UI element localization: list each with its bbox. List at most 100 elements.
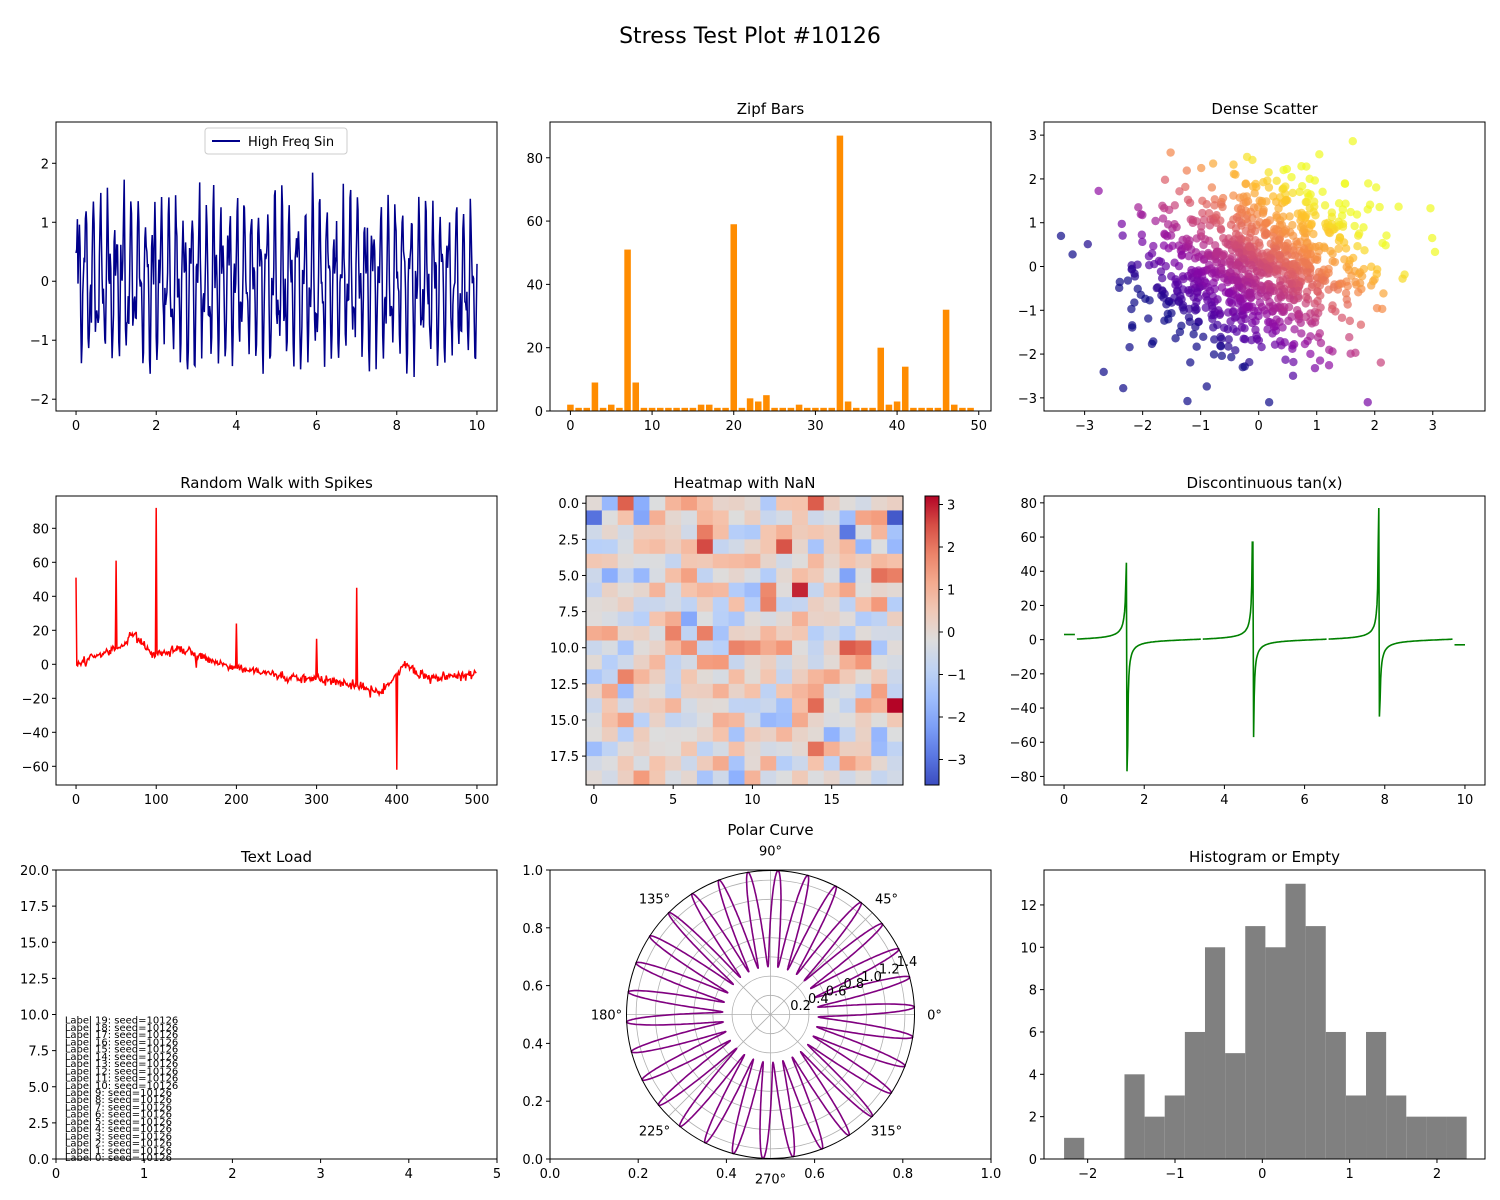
- heatmap-cell: [601, 669, 619, 685]
- scatter-point: [1083, 239, 1093, 249]
- heatmap-cell: [696, 640, 714, 656]
- polar-grid-spoke: [770, 1014, 873, 1117]
- x-tick-label: 5: [493, 1167, 501, 1182]
- heatmap-cell: [823, 524, 841, 540]
- scatter-point: [1318, 187, 1327, 197]
- heatmap-cell: [744, 640, 761, 656]
- heatmap-cell: [696, 539, 714, 555]
- heatmap-cell: [712, 568, 730, 584]
- heatmap-cell: [633, 611, 650, 627]
- scatter-point: [1329, 283, 1338, 292]
- scatter-point: [1294, 309, 1304, 319]
- scatter-point: [1315, 329, 1325, 338]
- heatmap-cell: [681, 669, 698, 685]
- heatmap-cell: [887, 669, 904, 685]
- scatter-point: [1305, 174, 1314, 184]
- heatmap-cell: [887, 597, 904, 613]
- heatmap-cell: [839, 524, 856, 540]
- heatmap-cell: [887, 539, 904, 555]
- scatter-point: [1313, 287, 1323, 296]
- heatmap-cell: [792, 741, 809, 757]
- polar-radial-label: 0.6: [826, 984, 847, 999]
- scatter-point: [1192, 217, 1201, 226]
- x-tick-label: 4: [1220, 793, 1228, 808]
- heatmap-cell: [665, 727, 682, 743]
- heatmap-cell: [617, 698, 635, 714]
- scatter-point: [1382, 231, 1391, 240]
- scatter-point: [1237, 208, 1247, 217]
- heatmap-cell: [601, 698, 619, 714]
- heatmap-cell: [696, 496, 714, 511]
- bar: [795, 404, 803, 411]
- x-tick-label: 0.0: [540, 1167, 561, 1182]
- scatter-point: [1256, 260, 1265, 270]
- heatmap-cell: [855, 582, 872, 598]
- panel-dense-scatter: −3 −2 −1 0 1 2 3 −3 −2 −1 0 1 2 3 Dense Scatter: [1018, 100, 1486, 434]
- y-tick-label: 10.0: [20, 1009, 49, 1024]
- heatmap-cell: [792, 597, 809, 613]
- scatter-point: [1354, 288, 1363, 297]
- heatmap-cell: [617, 669, 635, 685]
- scatter-point: [1255, 298, 1265, 307]
- heatmap-cell: [744, 510, 761, 526]
- x-tick-label: 0: [52, 1167, 60, 1182]
- heatmap-cell: [728, 496, 745, 511]
- scatter-point: [1127, 304, 1136, 314]
- heatmap-cell: [776, 539, 793, 555]
- scatter-point: [1184, 251, 1193, 261]
- scatter-point: [1218, 193, 1228, 203]
- y-tick-label: −60: [1010, 736, 1037, 751]
- series-line-polar: [625, 869, 916, 1160]
- scatter-point: [1324, 361, 1334, 370]
- text-label: Label 13: seed=10126: [65, 1059, 178, 1070]
- scatter-point: [1328, 257, 1337, 266]
- heatmap-cell: [887, 524, 904, 540]
- y-tick-label: 60: [32, 556, 49, 571]
- scatter-point: [1193, 288, 1202, 297]
- heatmap-cell: [728, 582, 745, 598]
- scatter-point: [1216, 225, 1226, 234]
- y-tick-label: 10.0: [550, 642, 579, 657]
- heatmap-cell: [728, 524, 745, 540]
- y-tick-label: 17.5: [20, 900, 49, 915]
- scatter-point: [1199, 332, 1208, 342]
- bar: [705, 404, 713, 411]
- bar: [599, 407, 607, 411]
- scatter-point: [1130, 298, 1139, 307]
- panel-polar: 0.0 0.2 0.4 0.6 0.8 1.00.00.20.40.60.81.00°45…: [522, 821, 1001, 1188]
- y-tick-label: 0: [1029, 634, 1037, 649]
- x-tick-label: 1: [1346, 1167, 1354, 1182]
- series-line-random-walk: [75, 507, 477, 770]
- bar: [640, 407, 648, 411]
- scatter-point: [1243, 281, 1252, 290]
- heatmap-cell: [776, 496, 793, 511]
- scatter-point: [1264, 398, 1274, 407]
- scatter-point: [1337, 279, 1347, 288]
- scatter-point: [1199, 240, 1208, 250]
- heatmap-cell: [649, 712, 666, 728]
- histogram-bar: [1386, 1095, 1407, 1159]
- scatter-point: [1182, 234, 1191, 244]
- scatter-point: [1294, 286, 1303, 296]
- y-tick-label: 5.0: [28, 1081, 49, 1096]
- heatmap-cell: [744, 611, 761, 627]
- heatmap-cell: [696, 669, 714, 685]
- heatmap-cell: [823, 712, 841, 728]
- heatmap-cell: [633, 770, 650, 786]
- heatmap-cell: [744, 524, 761, 540]
- heatmap-cell: [839, 568, 856, 584]
- histogram-bar: [1124, 1074, 1145, 1159]
- scatter-point: [1290, 251, 1300, 260]
- heatmap-cell: [776, 756, 793, 772]
- scatter-point: [1263, 291, 1273, 300]
- scatter-point: [1149, 241, 1158, 251]
- heatmap-cell: [839, 597, 856, 613]
- heatmap-cell: [839, 539, 856, 555]
- heatmap-cell: [665, 539, 682, 555]
- panel-heatmap: 0 5 10 150.02.55.07.510.012.515.017.5Heatma…: [550, 474, 966, 808]
- heatmap-cell: [649, 553, 666, 569]
- scatter-point: [1160, 230, 1170, 239]
- scatter-point: [1137, 230, 1147, 239]
- y-tick-label: 0: [41, 658, 49, 673]
